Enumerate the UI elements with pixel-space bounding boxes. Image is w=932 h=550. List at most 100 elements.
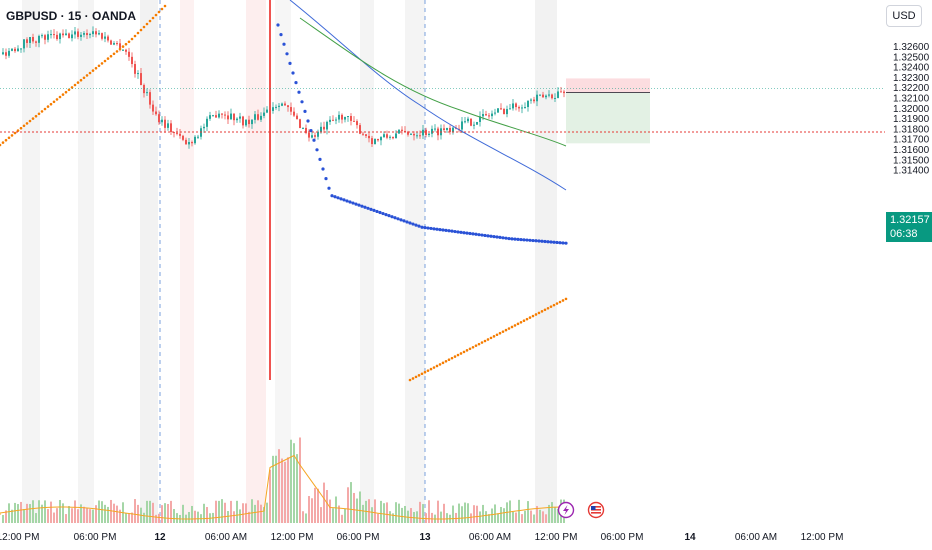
time-tick-label: 06:00 PM <box>74 532 117 543</box>
volume-bar <box>386 502 388 523</box>
volume-bar <box>341 514 343 523</box>
us-flag-icon[interactable] <box>587 501 605 519</box>
price-axis[interactable]: 1.326001.325001.324001.323001.322001.321… <box>893 42 930 177</box>
ma-blue-dot <box>321 167 325 171</box>
candle-body <box>86 33 88 36</box>
candle-body <box>41 35 43 37</box>
candle-body <box>494 112 496 114</box>
volume-bar <box>446 513 448 523</box>
volume-bar <box>95 505 97 523</box>
ma-blue-dot <box>276 23 280 27</box>
candle-body <box>365 134 367 136</box>
candle-body <box>44 35 46 40</box>
take-profit-zone[interactable] <box>566 92 650 144</box>
candle-body <box>74 31 76 35</box>
volume-bar <box>230 500 232 523</box>
symbol-title[interactable]: GBPUSD · 15 · OANDA <box>6 9 137 23</box>
volume-bar <box>152 502 154 523</box>
candle-body <box>524 107 526 109</box>
price-tick-label: 1.31500 <box>893 155 930 166</box>
session-band <box>360 0 374 523</box>
candle-body <box>125 49 127 52</box>
candle-body <box>11 48 13 51</box>
time-axis[interactable]: 12:00 PM 06:00 PM 12 06:00 AM 12:00 PM 06:00 … <box>0 532 843 543</box>
ma-orange-dot <box>471 345 475 349</box>
candle-body <box>506 109 508 115</box>
ma-orange-dot <box>55 98 59 101</box>
lightning-icon[interactable] <box>557 501 575 519</box>
volume-bar <box>236 500 238 523</box>
candle-body <box>155 111 157 115</box>
ma-blue-dot <box>564 241 568 245</box>
ma-blue-dot <box>546 240 550 244</box>
candle-body <box>482 114 484 117</box>
volume-bar <box>350 482 352 523</box>
ma-orange-dot <box>31 117 35 120</box>
volume-bar <box>269 469 271 523</box>
candle-body <box>158 114 160 123</box>
candle-body <box>518 107 520 109</box>
candle-body <box>263 112 265 116</box>
volume-bar <box>251 499 253 523</box>
candle-body <box>371 138 373 145</box>
volume-bar <box>356 498 358 523</box>
ma-orange-dot <box>510 325 514 329</box>
candle-body <box>533 99 535 102</box>
price-tick-label: 1.31700 <box>893 135 930 146</box>
event-icons[interactable] <box>557 501 605 519</box>
volume-bar <box>53 512 55 523</box>
ma-blue-dot <box>327 186 331 190</box>
ma-orange-dot <box>70 86 74 89</box>
candle-body <box>359 125 361 134</box>
candle-body <box>233 113 235 121</box>
candle-body <box>554 97 556 99</box>
ma-orange-dot <box>504 328 508 332</box>
ma-orange-dot <box>444 359 448 363</box>
ma-blue-dot <box>447 229 451 233</box>
candle-body <box>251 119 253 125</box>
ma-blue-dot <box>486 234 490 238</box>
candle-body <box>197 136 199 138</box>
volume-bar <box>362 504 364 523</box>
volume-bar <box>62 503 64 523</box>
candle-body <box>53 34 55 36</box>
ma-blue-dot <box>354 202 358 206</box>
ma-blue-dot <box>468 231 472 236</box>
ma-orange-dot <box>112 52 116 56</box>
volume-bar <box>143 512 145 523</box>
current-price-tag: 1.32157 06:38 <box>886 212 932 242</box>
volume-bar <box>2 514 4 523</box>
ma-blue-dot <box>501 236 505 240</box>
volume-bar <box>467 503 469 523</box>
ma-blue-dot <box>291 71 295 75</box>
position-tool[interactable] <box>566 78 650 144</box>
ma-orange-dot <box>558 300 562 304</box>
candle-body <box>14 48 16 52</box>
candle-body <box>188 142 190 145</box>
ma-orange-dot <box>88 71 92 75</box>
candle-body <box>389 136 391 138</box>
candle-body <box>368 135 370 139</box>
price-tick-label: 1.32100 <box>893 94 930 105</box>
ma-orange-dot <box>19 126 23 130</box>
volume-bar <box>533 514 535 523</box>
stop-loss-zone[interactable] <box>566 78 650 93</box>
volume-bar <box>104 504 106 523</box>
currency-button[interactable]: USD <box>886 5 922 27</box>
ma-blue-dot <box>426 226 430 230</box>
candle-body <box>5 52 7 56</box>
ma-blue-dot <box>471 232 475 236</box>
volume-bar <box>377 513 379 523</box>
volume-bar <box>233 511 235 523</box>
ma-blue-dot <box>420 225 424 229</box>
candle-body <box>239 116 241 119</box>
volume-bar <box>443 503 445 523</box>
ma-orange-dot <box>426 369 430 372</box>
volume-bar <box>296 454 298 523</box>
candle-body <box>416 135 418 137</box>
candle-body <box>116 43 118 45</box>
ma-blue-line <box>289 0 567 191</box>
volume-bar <box>458 503 460 523</box>
